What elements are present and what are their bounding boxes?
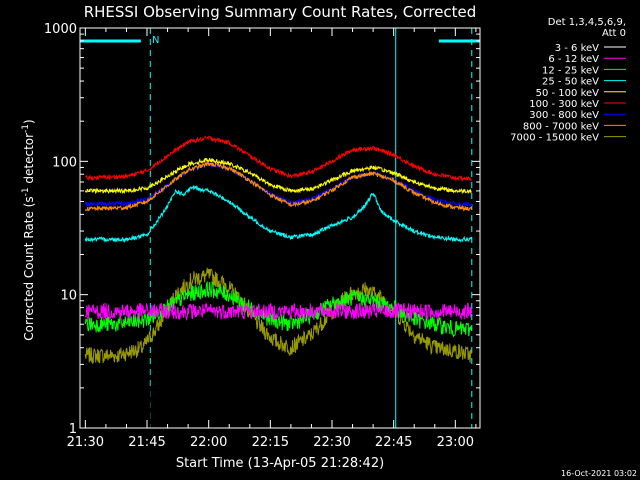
series-line-2 xyxy=(84,301,473,322)
y-axis-title: Corrected Count Rate (s-1 detector-1) xyxy=(21,119,36,340)
chart-title: RHESSI Observing Summary Count Rates, Co… xyxy=(84,3,477,21)
legend-header-line: Att 0 xyxy=(602,28,626,39)
y-tick-label: 10 xyxy=(60,289,77,304)
legend-label: 100 - 300 keV xyxy=(529,99,599,110)
legend-label: 3 - 6 keV xyxy=(555,43,599,54)
series-line-8 xyxy=(84,160,473,212)
legend-label: 6 - 12 keV xyxy=(548,54,599,65)
series-line-4 xyxy=(84,184,473,244)
series-line-9 xyxy=(84,267,473,365)
y-tick-label: 100 xyxy=(52,155,77,170)
series-line-5 xyxy=(84,157,472,195)
axis-ticks: 21:30 21:45 22:00 22:15 22:30 22:45 23:00 1 10 10… xyxy=(44,22,480,450)
x-tick-label: 22:30 xyxy=(313,435,350,450)
legend-label: 300 - 800 keV xyxy=(529,110,599,121)
night-marker-label: N xyxy=(152,35,159,46)
x-tick-label: 22:00 xyxy=(190,435,227,450)
series-line-6 xyxy=(85,135,472,182)
x-tick-label: 22:15 xyxy=(252,435,289,450)
y-tick-label: 1 xyxy=(69,422,77,437)
y-axis-title-main: Corrected Count Rate (s xyxy=(22,196,36,340)
x-tick-label: 22:45 xyxy=(375,435,412,450)
legend-label: 12 - 25 keV xyxy=(542,65,599,76)
y-axis-title-sup2: -1 xyxy=(21,124,31,133)
legend-label: 25 - 50 keV xyxy=(542,77,599,88)
y-axis-title-mid: detector xyxy=(22,133,36,188)
y-axis-title-end: ) xyxy=(22,119,36,124)
y-tick-label: 1000 xyxy=(44,22,77,37)
x-axis-title: Start Time (13-Apr-05 21:28:42) xyxy=(176,456,384,471)
legend-label: 7000 - 15000 keV xyxy=(510,133,599,144)
timestamp: 16-Oct-2021 03:02 xyxy=(561,469,637,478)
legend-header-line: Det 1,3,4,5,6,9, xyxy=(548,17,626,28)
x-tick-label: 21:30 xyxy=(67,435,104,450)
legend-label: 50 - 100 keV xyxy=(536,88,600,99)
plot-frame xyxy=(79,27,481,429)
legend-label: 800 - 7000 keV xyxy=(523,121,599,132)
x-tick-label: 21:45 xyxy=(128,435,165,450)
x-tick-label: 23:00 xyxy=(437,435,474,450)
y-axis-title-sup1: -1 xyxy=(21,187,31,196)
